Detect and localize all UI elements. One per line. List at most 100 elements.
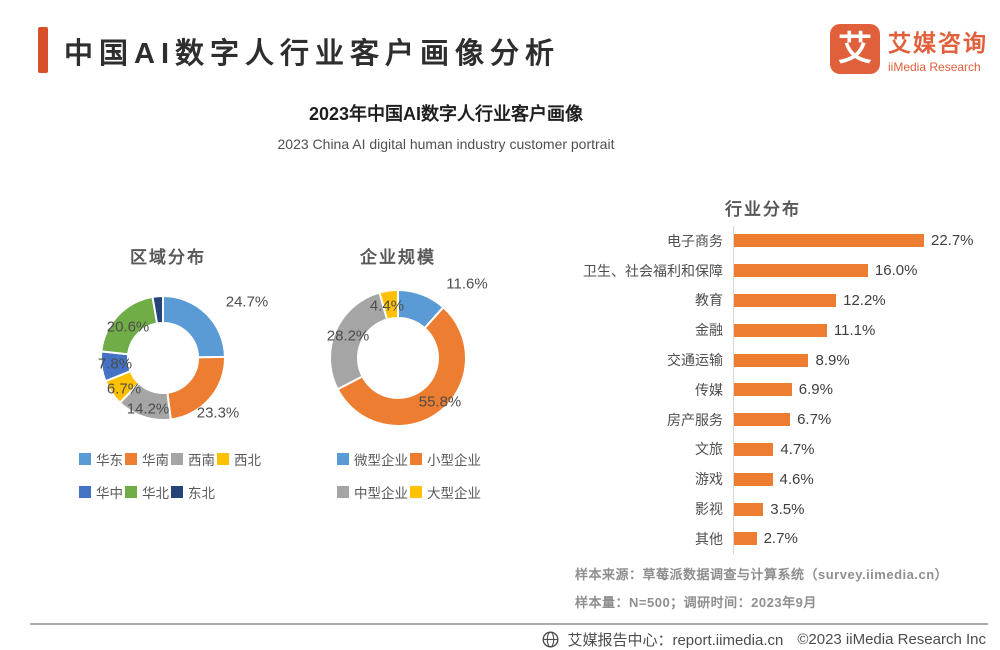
legend-row: 华东 华南 西南 西北: [79, 449, 263, 469]
globe-icon: [542, 631, 559, 648]
bar: [734, 472, 773, 486]
chart-heading-en: 2023 China AI digital human industry cus…: [277, 136, 615, 152]
bar-track: 4.7%: [733, 434, 995, 465]
sample-notes: 样本来源：草莓派数据调查与计算系统（survey.iimedia.cn） 样本量…: [575, 561, 948, 617]
bar-category-label: 影视: [695, 501, 723, 518]
bar-value-label: 12.2%: [843, 291, 886, 309]
slice-value-label: 24.7%: [225, 293, 269, 311]
legend-label: 华南: [142, 453, 169, 468]
legend-item: 东北: [171, 482, 215, 502]
sample-source-note: 样本来源：草莓派数据调查与计算系统（survey.iimedia.cn）: [575, 567, 949, 582]
logo-name-cn: 艾媒咨询: [888, 30, 988, 56]
bar: [734, 442, 774, 456]
legend-item: 华中: [79, 482, 123, 502]
bar-row: 传媒 6.9%: [575, 374, 995, 405]
slice-value-label: 14.2%: [126, 400, 170, 418]
page-title: 中国AI数字人行业客户画像分析: [64, 38, 561, 70]
legend-item: 西南: [171, 449, 215, 469]
bar-category-label: 金融: [695, 322, 723, 339]
bar-row: 其他 2.7%: [575, 523, 995, 554]
legend-swatch: [217, 453, 229, 465]
legend-swatch: [337, 453, 349, 465]
bar-row: 卫生、社会福利和保障 16.0%: [575, 255, 995, 286]
bar-category-label: 房产服务: [667, 411, 723, 428]
bar-value-label: 4.6%: [779, 470, 814, 488]
legend-swatch: [171, 486, 183, 498]
legend-swatch: [79, 486, 91, 498]
enterprise-scale-legend: 微型企业 小型企业中型企业 大型企业: [337, 449, 483, 515]
bar: [734, 264, 868, 278]
footer-divider: [30, 623, 988, 625]
bar-track: 8.9%: [733, 345, 995, 375]
bar: [734, 353, 809, 367]
legend-item: 微型企业: [337, 449, 408, 469]
legend-label: 华东: [96, 453, 123, 468]
legend-item: 大型企业: [410, 482, 481, 502]
legend-swatch: [171, 453, 183, 465]
legend-item: 华东: [79, 449, 123, 469]
legend-label: 大型企业: [427, 486, 481, 501]
bar-row: 房产服务 6.7%: [575, 404, 995, 435]
donut-slice: [162, 294, 227, 359]
donut-slice: [151, 294, 164, 325]
enterprise-scale-donut-canvas: 11.6% 55.8% 28.2% 4.4%: [293, 266, 503, 428]
bar-value-label: 4.7%: [780, 440, 815, 458]
legend-item: 小型企业: [410, 449, 481, 469]
industry-bar-rows: 电子商务 22.7% 卫生、社会福利和保障 16.0% 教育 12.2% 金融 11.1% 交通…: [575, 226, 995, 554]
legend-swatch: [337, 486, 349, 498]
iimedia-logo-icon: 艾: [830, 24, 880, 74]
legend-label: 微型企业: [354, 453, 408, 468]
bar-track: 16.0%: [733, 255, 995, 286]
legend-label: 东北: [188, 486, 215, 501]
region-donut-svg: [100, 294, 227, 421]
bar-category-label: 其他: [695, 530, 723, 547]
slice-value-label: 6.7%: [106, 380, 142, 398]
bar-track: 12.2%: [733, 285, 995, 316]
enterprise-scale-donut-svg: [329, 288, 467, 427]
bar-row: 文旅 4.7%: [575, 434, 995, 465]
legend-item: 华北: [125, 482, 169, 502]
bar-category-label: 文旅: [695, 441, 723, 458]
donut-slice: [378, 288, 399, 321]
bar: [734, 502, 764, 516]
legend-item: 西北: [217, 449, 261, 469]
legend-item: 华南: [125, 449, 169, 469]
slice-value-label: 20.6%: [106, 318, 150, 336]
bar-value-label: 6.7%: [797, 411, 832, 429]
legend-item: 中型企业: [337, 482, 408, 502]
slice-value-label: 4.4%: [369, 297, 405, 315]
bar-category-label: 卫生、社会福利和保障: [583, 262, 723, 279]
bar-track: 4.6%: [733, 464, 995, 495]
bar: [734, 293, 837, 307]
bar-row: 金融 11.1%: [575, 315, 995, 346]
bar: [734, 323, 827, 337]
bar-row: 影视 3.5%: [575, 494, 995, 524]
slice-value-label: 7.8%: [97, 355, 133, 373]
bar-track: 3.5%: [733, 494, 995, 524]
bar-track: 6.9%: [733, 374, 995, 405]
industry-chart-title: 行业分布: [725, 200, 801, 219]
bar-track: 22.7%: [733, 226, 995, 256]
chart-heading: 2023年中国AI数字人行业客户画像 2023 China AI digital…: [150, 100, 742, 152]
legend-row: 微型企业 小型企业: [337, 449, 483, 469]
legend-swatch: [79, 453, 91, 465]
footer-copyright: ©2023 iiMedia Research Inc: [797, 631, 986, 648]
iimedia-logo-text: 艾媒咨询 iiMedia Research: [888, 24, 988, 74]
bar-value-label: 2.7%: [763, 530, 798, 548]
bar-category-label: 交通运输: [667, 352, 723, 369]
bar: [734, 532, 757, 546]
legend-label: 中型企业: [354, 486, 408, 501]
enterprise-scale-donut-chart: 企业规模 11.6% 55.8% 28.2% 4.4% 微型企业 小型企业中型企业 大型企…: [293, 243, 503, 513]
enterprise-scale-chart-title: 企业规模: [360, 248, 436, 267]
bar-value-label: 3.5%: [770, 500, 805, 518]
legend-swatch: [125, 453, 137, 465]
bar-category-label: 教育: [695, 292, 723, 309]
logo-name-en: iiMedia Research: [888, 60, 981, 74]
legend-row: 华中 华北 东北: [79, 482, 263, 502]
bar-row: 游戏 4.6%: [575, 464, 995, 495]
legend-label: 西北: [234, 453, 261, 468]
legend-swatch: [410, 453, 422, 465]
legend-label: 小型企业: [427, 453, 481, 468]
bar-category-label: 电子商务: [667, 232, 723, 249]
